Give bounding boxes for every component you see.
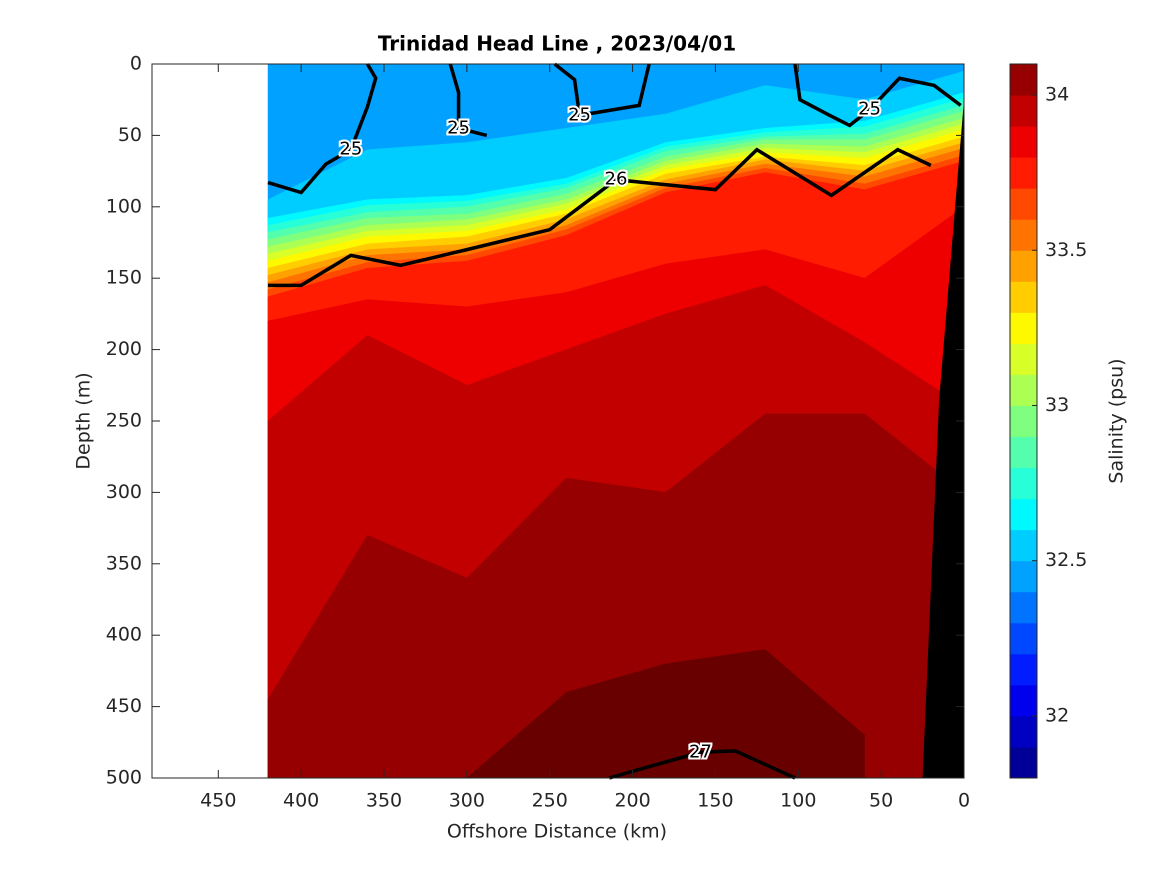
contour-label: 25	[447, 117, 470, 138]
density-contour	[267, 62, 962, 195]
colorbar-band	[1010, 560, 1037, 593]
x-tick-label: 300	[449, 790, 485, 812]
colorbar-band	[1010, 684, 1037, 717]
y-tick-label: 450	[106, 695, 142, 717]
colorbar-band	[1010, 95, 1037, 127]
colorbar-band	[1010, 312, 1037, 344]
colorbar-band	[1010, 622, 1037, 655]
colorbar-frame	[1009, 63, 1038, 779]
y-tick-label: 500	[106, 767, 142, 789]
colorbar-band	[1010, 188, 1037, 220]
x-tick-label: 0	[958, 790, 970, 812]
colorbar-band	[1010, 436, 1037, 469]
colorbar-band	[1010, 374, 1037, 406]
y-tick-label: 100	[106, 195, 142, 217]
y-tick-label: 250	[106, 410, 142, 432]
contour-label: 26	[605, 169, 628, 190]
colorbar-tick-label: 32	[1045, 704, 1069, 726]
colorbar-band	[1010, 467, 1037, 500]
colorbar-label: Salinity (psu)	[1106, 358, 1128, 483]
colorbar-band	[1010, 529, 1037, 562]
x-tick-label: 400	[283, 790, 319, 812]
y-tick-label: 50	[118, 124, 142, 146]
y-tick-label: 400	[106, 624, 142, 646]
contour-label: 25	[339, 139, 362, 160]
y-axis-label: Depth (m)	[73, 372, 95, 469]
x-tick-label: 450	[200, 790, 236, 812]
colorbar-band	[1010, 250, 1037, 282]
x-tick-label: 250	[532, 790, 568, 812]
chart-title: Trinidad Head Line , 2023/04/01	[378, 32, 736, 56]
y-tick-label: 350	[106, 552, 142, 574]
colorbar-tick-label: 34	[1045, 84, 1069, 106]
colorbar-band	[1010, 653, 1037, 686]
y-tick-label: 200	[106, 338, 142, 360]
y-tick-label: 0	[130, 53, 142, 75]
colorbar-tick-label: 33.5	[1045, 239, 1087, 261]
colorbar-band	[1010, 591, 1037, 624]
contour-label: 25	[858, 99, 881, 120]
colorbar-tick-label: 33	[1045, 394, 1069, 416]
colorbar-band	[1010, 157, 1037, 189]
x-tick-label: 350	[366, 790, 402, 812]
density-contour	[268, 147, 932, 288]
y-tick-label: 150	[106, 267, 142, 289]
colorbar-band	[1010, 281, 1037, 313]
x-axis-label: Offshore Distance (km)	[447, 821, 667, 843]
colorbar-band	[1010, 498, 1037, 531]
colorbar-band	[1010, 715, 1037, 748]
contour-label: 27	[689, 741, 712, 762]
x-tick-label: 200	[614, 790, 650, 812]
colorbar-band	[1010, 405, 1037, 438]
contour-label: 25	[568, 104, 591, 125]
y-tick-label: 300	[106, 481, 142, 503]
x-tick-label: 100	[780, 790, 816, 812]
plot-area: 25 25 25 25 26 27	[267, 62, 965, 780]
colorbar-band	[1010, 343, 1037, 375]
seafloor	[922, 99, 964, 778]
colorbar-band	[1010, 219, 1037, 251]
colorbar-band	[1010, 64, 1037, 96]
x-tick-label: 150	[697, 790, 733, 812]
x-tick-label: 50	[869, 790, 893, 812]
colorbar-band	[1010, 746, 1037, 779]
colorbar-band	[1010, 126, 1037, 158]
density-contour	[608, 749, 796, 780]
colorbar-tick-label: 32.5	[1045, 549, 1087, 571]
